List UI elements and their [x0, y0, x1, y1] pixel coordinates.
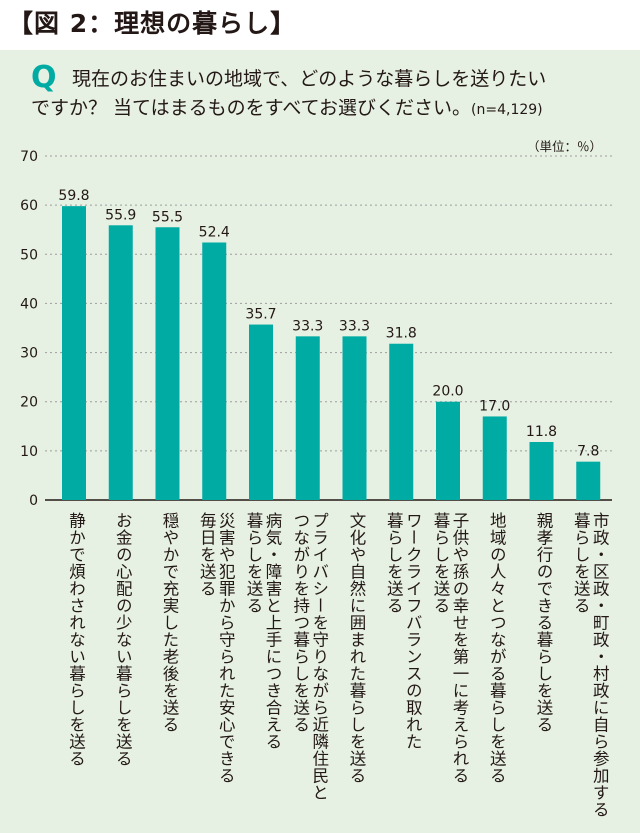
y-tick-label: 10 [20, 444, 38, 460]
data-label: 17.0 [479, 398, 510, 414]
question-mark-icon: Q [31, 60, 57, 95]
bar [576, 461, 601, 500]
y-tick-label: 50 [20, 247, 38, 263]
unit-label: （単位：％） [526, 139, 602, 154]
question-text-line1: 現在のお住まいの地域で、どのような暮らしを送りたい [72, 68, 547, 90]
x-tick-label-line: 穏やかで充実した老後を送る [160, 512, 179, 733]
data-label: 11.8 [526, 424, 557, 440]
x-tick-label-line: 静かで煩わされない暮らしを送る [66, 512, 86, 767]
bar [482, 416, 507, 500]
bar [436, 401, 460, 500]
x-tick-label-line: お金の心配の少ない暮らしを送る [113, 512, 133, 767]
x-tick-label-line: 地域の人々とつながる暮らしを送る [487, 512, 507, 784]
bar [202, 242, 227, 500]
data-label: 55.9 [105, 207, 136, 223]
x-tick-label-line: 暮らしを送る [384, 512, 404, 614]
bar [342, 336, 367, 500]
data-label: 7.8 [577, 444, 599, 460]
y-tick-label: 60 [20, 198, 38, 214]
x-tick-label: ワークライフバランスの取れた 暮らしを送る [384, 512, 422, 750]
y-tick-label: 70 [20, 149, 38, 165]
y-tick-label: 40 [20, 296, 38, 312]
x-tick-label: 災害や犯罪から守られた安心できる 毎日を送る [197, 512, 235, 784]
x-tick-label-line: 病気・障害と上手につき合える [263, 512, 282, 750]
x-tick-label: 文化や自然に囲まれた暮らしを送る [347, 512, 366, 784]
x-tick-label-line: 子供や孫の幸せを第一に考えられる [450, 512, 469, 784]
x-tick-label-line: 暮らしを送る [244, 512, 263, 614]
x-tick-label-line: 毎日を送る [197, 512, 217, 597]
x-tick-label: 静かで煩わされない暮らしを送る [67, 512, 86, 767]
x-tick-label-line: 暮らしを送る [431, 512, 450, 614]
x-tick-label-line: 市政・区政・町政・村政に自ら参加する [590, 512, 610, 818]
x-tick-label: プライバシーを守りながら近隣住民と つながりを持つ暮らしを送る [291, 512, 329, 801]
x-tick-label: 市政・区政・町政・村政に自ら参加する 暮らしを送る [571, 512, 609, 818]
bar [249, 324, 273, 500]
y-tick-label: 30 [20, 346, 38, 362]
data-label: 35.7 [245, 307, 276, 323]
y-tick-label: 20 [20, 395, 38, 411]
x-tick-label-line: ワークライフバランスの取れた [403, 512, 423, 750]
data-label: 33.3 [339, 318, 370, 334]
bar [62, 206, 86, 500]
x-tick-label: 地域の人々とつながる暮らしを送る [487, 512, 506, 784]
bar [295, 336, 320, 500]
bar [389, 343, 414, 500]
chart-panel [0, 50, 640, 833]
data-label: 20.0 [432, 384, 463, 400]
x-tick-label-line: 暮らしを送る [571, 512, 591, 614]
x-tick-label: 親孝行のできる暮らしを送る [534, 512, 553, 733]
x-tick-label: お金の心配の少ない暮らしを送る [113, 512, 132, 767]
x-tick-label-line: 親孝行のできる暮らしを送る [534, 512, 553, 733]
bar [108, 225, 133, 500]
data-label: 31.8 [386, 326, 417, 342]
data-label: 52.4 [199, 224, 230, 240]
data-label: 33.3 [292, 318, 323, 334]
x-tick-label: 穏やかで充実した老後を送る [160, 512, 179, 733]
x-tick-label-line: 災害や犯罪から守られた安心できる [216, 512, 236, 784]
figure-title: 【図 2：理想の暮らし】 [8, 9, 297, 38]
bar [529, 442, 554, 500]
x-tick-label: 子供や孫の幸せを第一に考えられる 暮らしを送る [431, 512, 469, 784]
data-label: 55.5 [152, 209, 183, 225]
y-tick-label: 0 [29, 493, 38, 509]
x-tick-label-line: つながりを持つ暮らしを送る [290, 512, 310, 733]
question-text-line2-body: ですか？ 当てはまるものをすべてお選びください。 [31, 97, 472, 119]
data-label: 59.8 [58, 188, 89, 204]
x-tick-label-line: プライバシーを守りながら近隣住民と [309, 512, 329, 801]
x-tick-label-line: 文化や自然に囲まれた暮らしを送る [347, 512, 366, 784]
bar [155, 227, 180, 500]
question-text-line2: ですか？ 当てはまるものをすべてお選びください。(n=4,129) [31, 93, 543, 120]
sample-size: (n=4,129) [471, 102, 543, 118]
x-tick-label: 病気・障害と上手につき合える 暮らしを送る [244, 512, 282, 750]
